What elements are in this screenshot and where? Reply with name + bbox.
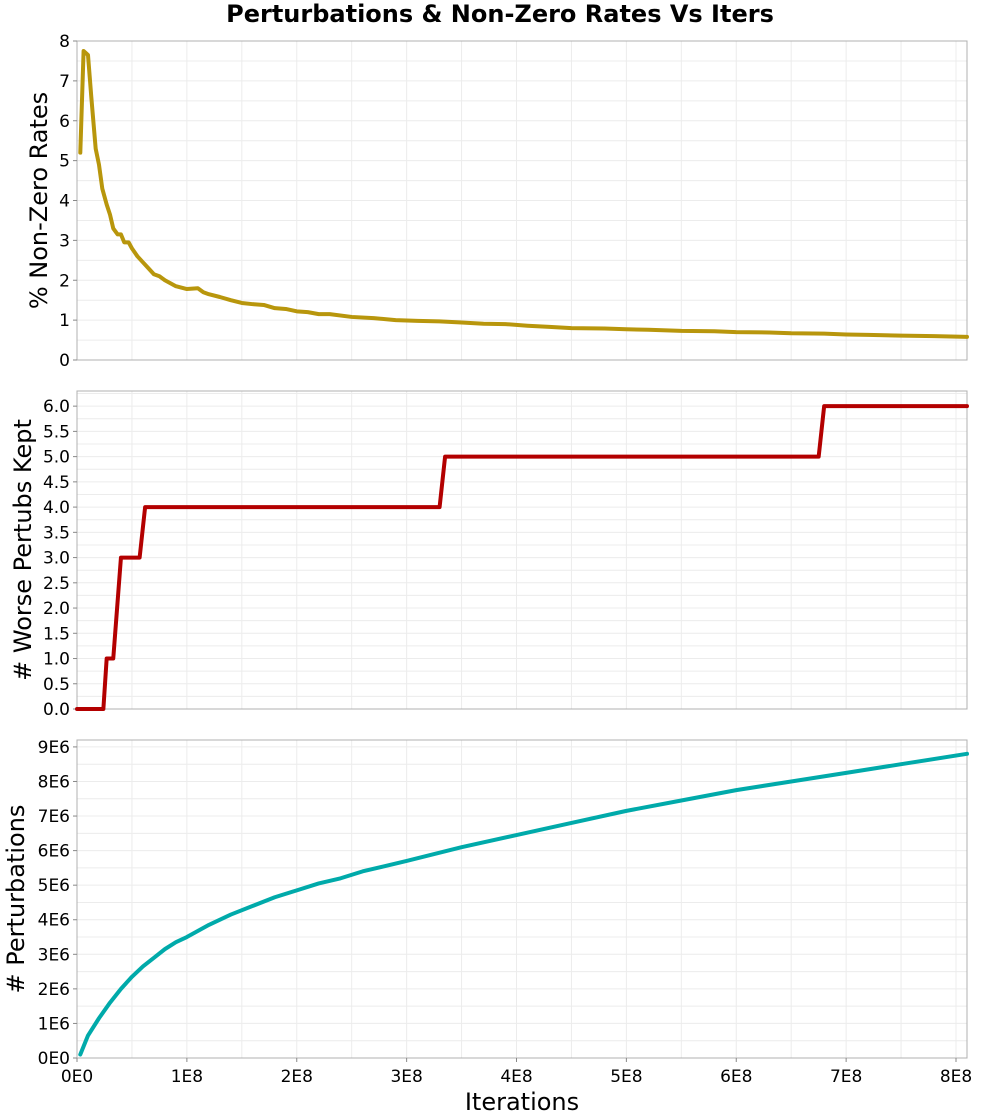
y-tick-label: 3.5 — [43, 523, 70, 543]
grid-non-zero-rates — [77, 41, 967, 360]
panel-worse-pertubs-kept: 0.00.51.01.52.02.53.03.54.04.55.05.56.0 … — [9, 390, 969, 720]
y-tick-label: 1 — [59, 311, 70, 331]
y-tick-label: 4E6 — [38, 911, 70, 931]
y-tick-label: 0.5 — [43, 675, 70, 695]
y-tick-label: 3.0 — [43, 549, 70, 569]
x-tick-label: 7E8 — [830, 1067, 862, 1087]
y-axis-label-worse-pertubs-kept: # Worse Pertubs Kept — [9, 419, 37, 681]
x-ticks: 0E0 1E8 2E8 3E8 4E8 5E8 6E8 7E8 8E8 — [61, 1058, 972, 1087]
y-ticks-perturbations: 0E0 1E6 2E6 3E6 4E6 5E6 6E6 7E6 8E6 9E6 — [38, 738, 77, 1069]
grid-perturbations — [77, 740, 967, 1058]
y-tick-label: 1E6 — [38, 1014, 70, 1034]
y-tick-label: 5.0 — [43, 448, 70, 468]
y-tick-label: 4.5 — [43, 473, 70, 493]
y-tick-label: 2E6 — [38, 980, 70, 1000]
x-tick-label: 2E8 — [281, 1067, 313, 1087]
y-tick-label: 3 — [59, 231, 70, 251]
y-tick-label: 9E6 — [38, 738, 70, 758]
y-tick-label: 4 — [59, 192, 70, 212]
series-line-worse-pertubs-kept — [75, 404, 969, 711]
y-ticks-worse-pertubs-kept: 0.0 0.5 1.0 1.5 2.0 2.5 3.0 3.5 4.0 4.5 5.0 5.5 6.0 — [43, 397, 77, 720]
figure-title: Perturbations & Non-Zero Rates Vs Iters — [226, 0, 774, 28]
x-tick-label: 1E8 — [171, 1067, 203, 1087]
y-tick-label: 0E0 — [38, 1049, 70, 1069]
x-tick-label: 6E8 — [720, 1067, 752, 1087]
grid-worse-pertubs-kept — [77, 391, 967, 709]
y-tick-label: 7 — [59, 72, 70, 92]
series-line-perturbations — [78, 751, 969, 1057]
y-tick-label: 2.0 — [43, 599, 70, 619]
y-tick-label: 7E6 — [38, 807, 70, 827]
plot-frame-perturbations — [76, 739, 968, 1059]
y-tick-label: 1.0 — [43, 650, 70, 670]
x-tick-label: 0E0 — [61, 1067, 93, 1087]
y-tick-label: 6 — [59, 112, 70, 132]
x-tick-label: 4E8 — [500, 1067, 532, 1087]
y-tick-label: 5E6 — [38, 876, 70, 896]
x-axis-label: Iterations — [465, 1088, 579, 1116]
y-tick-label: 2 — [59, 271, 70, 291]
y-tick-label: 8E6 — [38, 772, 70, 792]
panel-perturbations: 0E0 1E6 2E6 3E6 4E6 5E6 6E6 7E6 8E6 9E6 # Perturb… — [2, 738, 969, 1069]
x-tick-label: 5E8 — [610, 1067, 642, 1087]
y-tick-label: 3E6 — [38, 945, 70, 965]
series-line-non-zero-rates — [78, 48, 969, 339]
panel-non-zero-rates: 0 1 2 3 4 5 6 7 8 % Non-Zero Rates — [25, 32, 969, 371]
y-tick-label: 0 — [59, 351, 70, 371]
y-tick-label: 0.0 — [43, 700, 70, 720]
y-axis-label-perturbations: # Perturbations — [2, 805, 30, 994]
y-tick-label: 5.5 — [43, 422, 70, 442]
x-tick-label: 8E8 — [940, 1067, 972, 1087]
y-tick-label: 2.5 — [43, 574, 70, 594]
y-tick-label: 6.0 — [43, 397, 70, 417]
y-ticks-non-zero-rates: 0 1 2 3 4 5 6 7 8 — [59, 32, 77, 371]
y-tick-label: 5 — [59, 152, 70, 172]
y-tick-label: 8 — [59, 32, 70, 52]
y-tick-label: 6E6 — [38, 842, 70, 862]
x-tick-label: 3E8 — [390, 1067, 422, 1087]
y-tick-label: 4.0 — [43, 498, 70, 518]
y-axis-label-non-zero-rates: % Non-Zero Rates — [25, 92, 53, 309]
y-tick-label: 1.5 — [43, 624, 70, 644]
plot-frame-worse-pertubs-kept — [76, 390, 968, 710]
